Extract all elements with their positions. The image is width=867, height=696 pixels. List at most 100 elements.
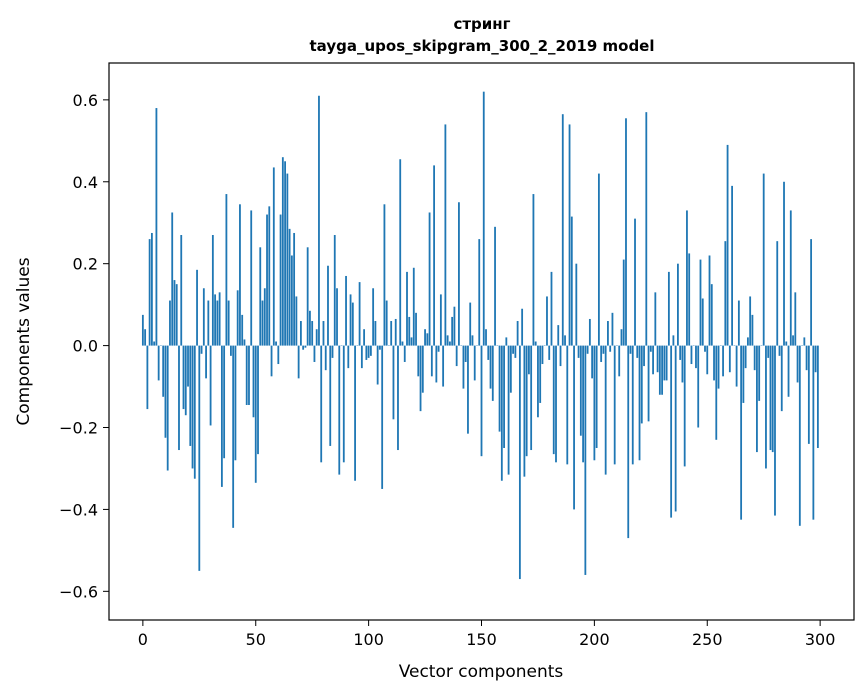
bar-170	[525, 345, 528, 457]
bar-275	[762, 173, 765, 346]
bar-233	[667, 271, 670, 346]
bar-158	[498, 345, 501, 432]
bar-285	[785, 341, 788, 346]
bar-0	[141, 314, 144, 346]
bar-214	[625, 118, 627, 346]
bar-85	[333, 235, 336, 346]
bar-44	[241, 314, 244, 346]
bar-205	[604, 345, 607, 475]
bar-287	[789, 210, 792, 346]
bar-90	[345, 275, 347, 346]
bar-272	[756, 345, 758, 453]
bar-238	[679, 345, 682, 360]
bar-134	[444, 124, 447, 346]
bar-149	[478, 239, 481, 346]
bar-40	[232, 345, 235, 528]
bar-42	[236, 290, 239, 346]
y-axis-label: Components values	[14, 257, 34, 425]
bar-173	[532, 194, 535, 346]
bar-208	[611, 312, 614, 346]
bar-47	[248, 345, 250, 405]
bar-125	[424, 329, 426, 346]
bar-57	[270, 345, 273, 377]
bar-67	[293, 232, 296, 346]
bar-92	[349, 294, 352, 346]
bar-166	[516, 321, 519, 346]
bar-13	[171, 212, 174, 346]
bar-297	[812, 345, 815, 520]
bar-66	[290, 255, 293, 346]
bar-216	[629, 345, 632, 354]
bar-115	[401, 341, 404, 346]
bar-151	[482, 91, 485, 346]
bar-267	[744, 345, 747, 369]
y-axis-ticks: −0.6 −0.4 −0.2 0.0 0.2 0.4 0.6	[59, 91, 109, 601]
bar-130	[435, 345, 438, 383]
bar-198	[588, 318, 591, 346]
bar-68	[295, 296, 298, 346]
bar-30	[209, 345, 212, 426]
bar-263	[735, 345, 738, 387]
bar-51	[257, 345, 259, 455]
bar-230	[661, 345, 664, 395]
bar-38	[227, 300, 230, 346]
bar-206	[607, 321, 609, 346]
x-axis-label: Vector components	[399, 662, 564, 682]
chart-title-line2: tayga_upos_skipgram_300_2_2019 model	[310, 37, 655, 55]
bar-289	[794, 292, 797, 346]
bar-101	[369, 345, 372, 356]
bar-168	[521, 308, 524, 346]
bar-182	[552, 345, 555, 455]
bar-137	[451, 316, 454, 346]
bar-80	[322, 321, 325, 346]
bar-248	[701, 298, 704, 346]
y-tick-label: 0.4	[73, 173, 98, 192]
bar-22	[191, 345, 194, 469]
bar-181	[550, 271, 553, 346]
bar-296	[810, 239, 813, 346]
bar-217	[631, 345, 634, 465]
bar-277	[767, 345, 770, 358]
bar-228	[656, 345, 659, 373]
bar-136	[448, 341, 451, 346]
bar-3	[148, 239, 151, 346]
bar-18	[182, 345, 185, 410]
bar-281	[776, 241, 779, 346]
bar-223	[645, 112, 648, 346]
bar-160	[503, 345, 505, 448]
bar-280	[774, 345, 776, 516]
bar-99	[365, 345, 368, 360]
bar-76	[313, 345, 316, 362]
bar-81	[324, 345, 327, 371]
bar-72	[304, 345, 307, 348]
bar-250	[706, 345, 709, 375]
bar-180	[548, 345, 551, 360]
bar-161	[505, 337, 508, 346]
bar-294	[805, 345, 808, 371]
bar-273	[758, 345, 761, 401]
bar-249	[704, 345, 706, 352]
bar-32	[214, 294, 217, 346]
bar-26	[200, 345, 203, 354]
bar-94	[354, 345, 356, 481]
bar-276	[765, 345, 767, 469]
bar-189	[568, 124, 571, 346]
bar-253	[713, 345, 715, 381]
bar-53	[261, 300, 264, 346]
bar-55	[266, 214, 268, 346]
bar-185	[559, 345, 562, 367]
bar-268	[746, 337, 749, 346]
bar-20	[187, 345, 189, 387]
x-axis-ticks: 0 50 100 150 200 250 300	[138, 620, 835, 649]
bar-165	[514, 345, 517, 358]
bar-97	[360, 345, 363, 369]
bar-260	[728, 345, 731, 373]
bar-84	[331, 345, 334, 358]
x-tick-label: 0	[138, 630, 148, 649]
bar-62	[281, 157, 284, 346]
bar-219	[636, 345, 639, 358]
bar-50	[254, 345, 257, 483]
bar-153	[487, 345, 490, 360]
bar-6	[155, 108, 158, 346]
